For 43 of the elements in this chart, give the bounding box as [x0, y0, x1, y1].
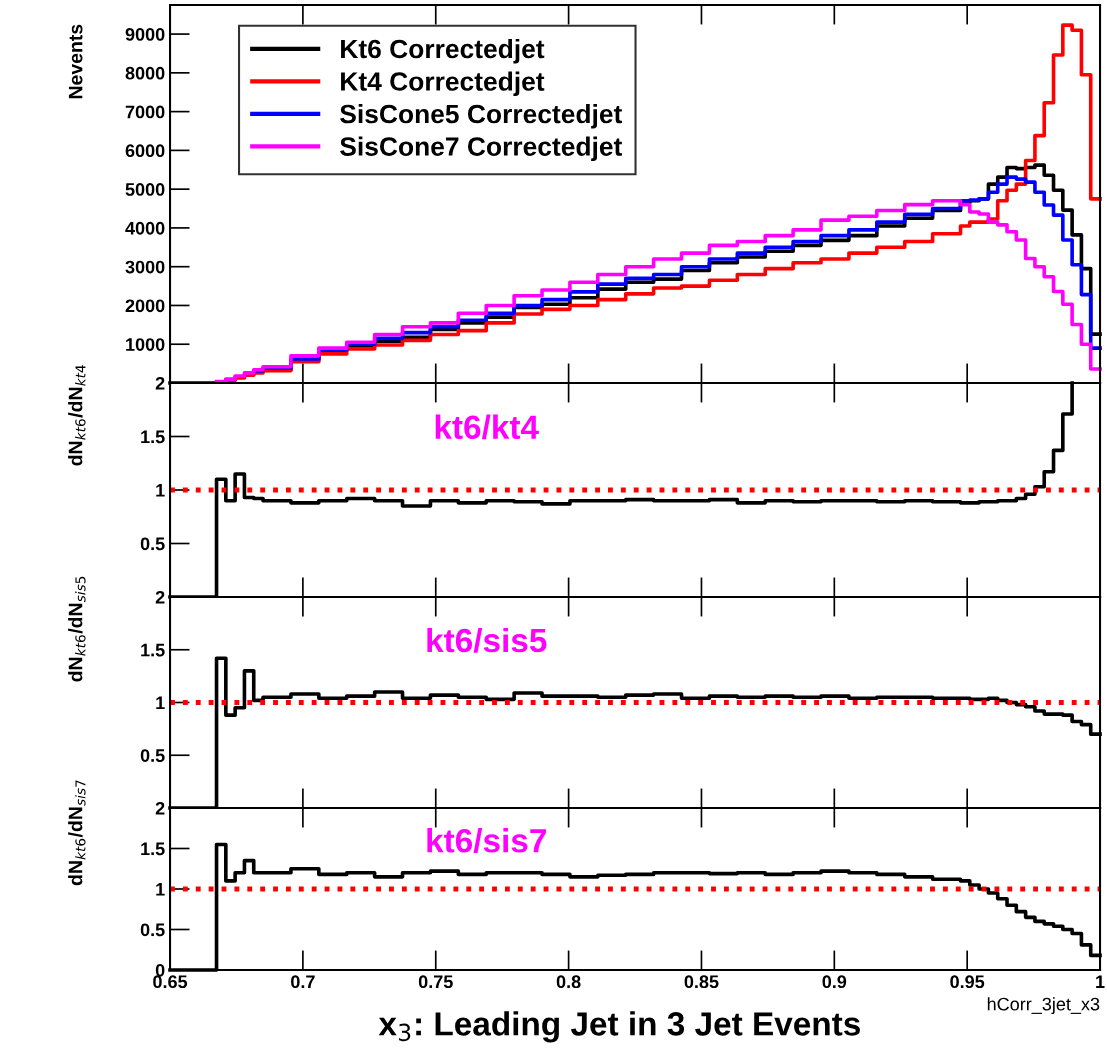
x-tick-label: 0.95 — [950, 975, 985, 989]
text: x$_{3}$: Leading Jet in 3 Jet Events — [378, 1011, 860, 1043]
x-tick-label: 0.7 — [291, 975, 315, 989]
y-tick-label: 1.5 — [141, 842, 165, 856]
x-tick-label: 0.65 — [153, 975, 188, 989]
y-tick-label: 1.5 — [141, 430, 165, 444]
y-tick-label: 1 — [156, 696, 165, 710]
legend-label: SisCone7 Correctedjet — [340, 136, 623, 162]
annotation: kt6/kt4 — [435, 414, 539, 440]
x-tick-label: 0.8 — [556, 975, 581, 989]
y-tick-label: 0.5 — [140, 923, 165, 937]
x-tick-label: 0.85 — [684, 975, 719, 989]
y-tick-label: 0 — [155, 963, 165, 977]
y-tick-label: 7000 — [125, 105, 165, 119]
y-tick-label: 2 — [155, 590, 165, 604]
legend-label: Kt4 Correctedjet — [341, 71, 545, 97]
y-axis-title: Nevents — [68, 24, 83, 99]
legend-label: SisCone5 Correctedjet — [340, 103, 623, 129]
x-tick-label: 0.9 — [822, 975, 847, 989]
y-tick-label: 8000 — [125, 66, 165, 80]
y-tick-label: 1 — [156, 883, 165, 896]
y-tick-label: 1.5 — [141, 643, 165, 657]
x-tick-label: 1 — [1096, 975, 1105, 988]
y-tick-label: 4000 — [125, 221, 165, 235]
x-axis-title: hCorr_3jet_x3 — [987, 997, 1100, 1015]
y-tick-label: 2000 — [125, 299, 165, 313]
y-tick-label: 3000 — [125, 260, 165, 274]
y-tick-label: 2 — [155, 376, 165, 390]
y-axis-title: dN$_{kt6}$/dN$_{sis5}$ — [68, 576, 86, 682]
y-tick-label: 1 — [156, 484, 165, 497]
y-axis-title: dN$_{kt6}$/dN$_{kt4}$ — [68, 365, 86, 466]
y-tick-label: 6000 — [125, 144, 165, 158]
y-tick-label: 5000 — [125, 183, 165, 196]
y-tick-label: 2 — [155, 801, 165, 815]
annotation: kt6/sis5 — [427, 627, 547, 653]
y-tick-label: 0.5 — [140, 537, 165, 551]
legend-label: Kt6 Correctedjet — [341, 38, 545, 64]
x-tick-label: 0.75 — [418, 975, 453, 989]
y-axis-title: dN$_{kt6}$/dN$_{sis7}$ — [68, 780, 86, 886]
y-tick-label: 0.5 — [140, 749, 165, 762]
y-tick-label: 9000 — [125, 28, 165, 41]
annotation: kt6/sis7 — [427, 828, 546, 853]
y-tick-label: 1000 — [126, 338, 165, 351]
